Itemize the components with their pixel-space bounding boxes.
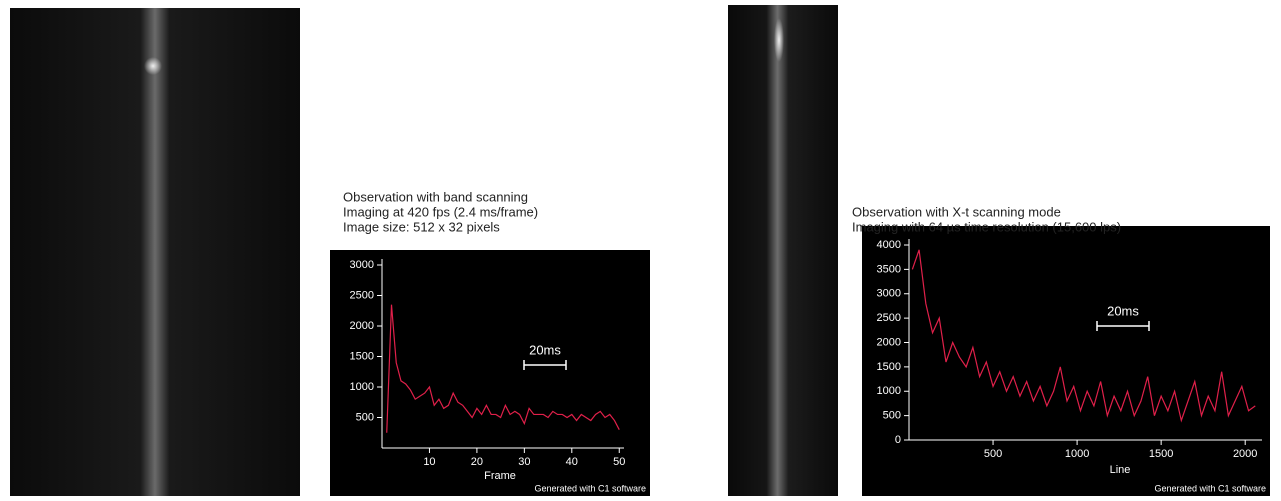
caption: Observation with band scanning <box>343 189 528 204</box>
scale-bar-label: 20ms <box>529 342 561 357</box>
y-tick-label: 1500 <box>877 361 901 373</box>
caption: Imaging at 420 fps (2.4 ms/frame) <box>343 204 538 219</box>
xt-scan-image <box>728 5 838 496</box>
y-tick-label: 2500 <box>350 289 374 301</box>
scale-bar <box>523 360 567 370</box>
y-tick-label: 2000 <box>350 320 374 332</box>
image-spot <box>144 57 162 75</box>
data-line <box>911 249 1256 423</box>
x-tick-label: 500 <box>984 448 1002 460</box>
chart-panel <box>330 250 650 496</box>
y-tick-label: 2500 <box>877 312 901 324</box>
caption: Imaging with 64 µs time resolution (15,6… <box>852 219 1121 234</box>
x-tick-label: 1500 <box>1149 448 1173 460</box>
caption: Image size: 512 x 32 pixels <box>343 219 500 234</box>
footer: Generated with C1 software <box>1154 483 1266 493</box>
y-tick-label: 500 <box>356 411 374 423</box>
x-tick-label: 40 <box>566 456 578 468</box>
x-tick-label: 30 <box>518 456 530 468</box>
image-spot <box>774 18 784 62</box>
x-tick-label: 1000 <box>1065 448 1089 460</box>
x-tick-label: 20 <box>471 456 483 468</box>
caption: Observation with X-t scanning mode <box>852 204 1061 219</box>
scale-bar <box>1096 321 1150 331</box>
x-axis-label: Line <box>1110 464 1131 476</box>
y-tick-label: 1000 <box>350 381 374 393</box>
y-tick-label: 500 <box>883 410 901 422</box>
y-tick-label: 3500 <box>877 263 901 275</box>
y-tick-label: 2000 <box>877 336 901 348</box>
x-axis-label: Frame <box>484 470 516 482</box>
footer: Generated with C1 software <box>534 483 646 493</box>
x-tick-label: 10 <box>423 456 435 468</box>
y-tick-label: 3000 <box>877 288 901 300</box>
y-tick-label: 4000 <box>877 239 901 251</box>
y-tick-label: 0 <box>895 434 901 446</box>
y-tick-label: 3000 <box>350 259 374 271</box>
chart-panel <box>862 226 1270 496</box>
data-line <box>386 304 620 433</box>
y-tick-label: 1500 <box>350 350 374 362</box>
y-tick-label: 1000 <box>877 385 901 397</box>
scale-bar-label: 20ms <box>1107 303 1139 318</box>
x-tick-label: 50 <box>613 456 625 468</box>
x-tick-label: 2000 <box>1233 448 1257 460</box>
band-scan-image <box>10 8 300 496</box>
